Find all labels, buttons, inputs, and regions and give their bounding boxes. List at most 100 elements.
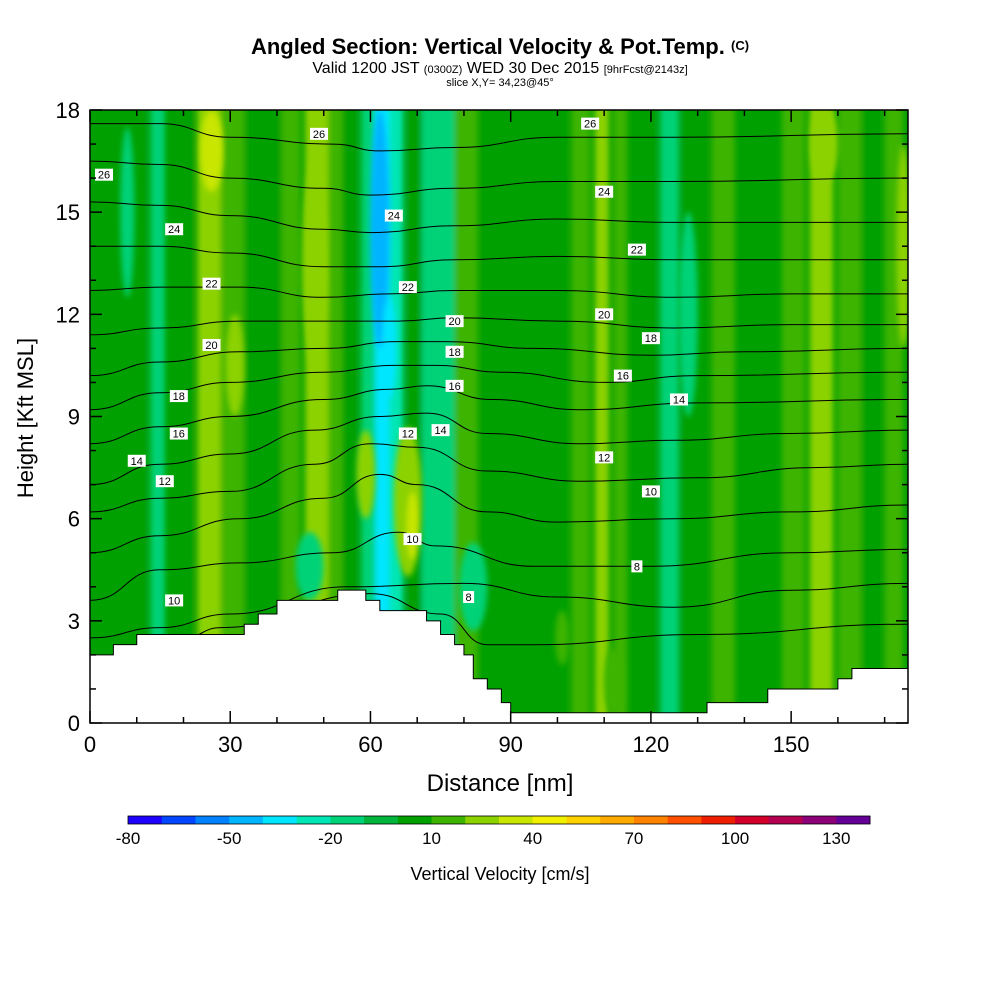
velocity-band: [861, 110, 880, 723]
colorbar-swatch: [499, 816, 534, 824]
contour-label-box: [155, 475, 174, 488]
contour-label: 20: [202, 338, 221, 352]
contour-label-box: [595, 185, 614, 198]
x-axis-label: Distance [nm]: [427, 770, 574, 797]
theta-contour: [90, 245, 908, 268]
y-tick-label: 18: [56, 98, 80, 123]
contour-label: 14: [431, 424, 450, 437]
contour-label-box: [445, 315, 464, 328]
colorbar-swatch: [836, 816, 871, 824]
contour-label-box: [165, 594, 184, 607]
contour-label-box: [169, 427, 188, 440]
velocity-cell: [356, 430, 376, 519]
contour-label-box: [202, 338, 221, 351]
y-axis-label: Height [Kft MSL]: [13, 338, 38, 498]
colorbar-swatch: [667, 816, 702, 824]
colorbar-tick-label: -80: [116, 829, 141, 848]
contour-label-text: 26: [584, 119, 596, 131]
contour-label-box: [384, 209, 403, 222]
contour-label-text: 20: [205, 340, 217, 352]
colorbar-swatch: [633, 816, 669, 824]
velocity-band: [342, 110, 357, 723]
velocity-cell: [555, 610, 570, 666]
contour-label: 18: [445, 345, 464, 359]
contour-label: 12: [595, 451, 614, 464]
colorbar-swatch: [330, 816, 365, 824]
colorbar-swatch: [735, 816, 770, 824]
contour-label-box: [445, 379, 464, 392]
velocity-cell: [302, 161, 327, 366]
colorbar-tick-label: 10: [422, 829, 441, 848]
velocity-band: [594, 110, 609, 723]
colorbar-label: Vertical Velocity [cm/s]: [410, 864, 589, 884]
contour-label-box: [595, 308, 614, 321]
velocity-band: [174, 110, 193, 723]
contour-label-text: 18: [448, 347, 460, 359]
contour-label: 18: [641, 332, 660, 345]
contour-label-text: 20: [598, 309, 610, 321]
velocity-cell: [406, 491, 419, 560]
contour-label-text: 26: [313, 129, 325, 141]
contour-label-text: 24: [168, 224, 180, 236]
contour-label: 10: [641, 485, 660, 498]
contour-label: 22: [398, 281, 417, 294]
contour-label-text: 16: [448, 381, 460, 393]
contour-label-text: 22: [402, 282, 414, 294]
contour-label: 26: [581, 117, 600, 131]
contour-label: 24: [165, 223, 184, 236]
colorbar-swatch: [532, 816, 567, 824]
contour-label-text: 16: [173, 429, 185, 441]
contour-label-text: 16: [617, 371, 629, 383]
slice-info: slice X,Y= 34,23@45°: [446, 77, 554, 89]
contour-label-text: 12: [402, 429, 414, 441]
contour-label-text: 20: [448, 316, 460, 328]
velocity-band: [543, 110, 567, 723]
contour-label-text: 24: [598, 187, 610, 199]
colorbar-tick-label: -50: [217, 829, 242, 848]
theta-contour: [90, 201, 908, 234]
velocity-band: [571, 110, 591, 723]
terrain-shape: [89, 589, 909, 724]
contour-label-box: [613, 369, 632, 382]
x-tick-label: 0: [84, 732, 96, 757]
valid-time: Valid 1200 JST: [312, 60, 420, 77]
utc-time: (0300Z): [423, 64, 463, 76]
theta-contour: [90, 443, 908, 513]
contour-label: 16: [445, 379, 464, 393]
velocity-cell: [199, 110, 224, 192]
contour-label-text: 26: [98, 170, 110, 182]
terrain-mask: [89, 589, 909, 724]
velocity-cell: [382, 297, 397, 400]
contour-label: 24: [384, 209, 403, 223]
contour-label-box: [127, 454, 146, 467]
velocity-cell: [809, 110, 838, 185]
contour-label-box: [398, 281, 417, 294]
colorbar-frame: [127, 815, 871, 825]
theta-contour: [90, 364, 908, 411]
contour-label: 20: [595, 308, 614, 321]
color-bar: -80 -50 -20 10 40 70 100 130: [116, 815, 871, 848]
velocity-band: [454, 110, 478, 723]
theta-contour: [90, 123, 908, 152]
colorbar-tick-label: 130: [822, 829, 850, 848]
velocity-band: [809, 110, 834, 723]
colorbar-swatch: [397, 816, 433, 824]
contour-label-box: [463, 590, 475, 603]
contour-label-box: [595, 451, 614, 464]
colorbar-tick-label: 40: [523, 829, 542, 848]
contour-label-box: [169, 390, 188, 403]
contour-label: 12: [398, 427, 417, 441]
contour-label-text: 22: [205, 279, 217, 291]
colorbar-swatch: [465, 816, 500, 824]
y-tick-label: 12: [56, 302, 80, 327]
contour-label-box: [445, 345, 464, 358]
y-tick-label: 6: [68, 507, 80, 532]
contour-label-box: [581, 117, 600, 130]
contour-label: 26: [95, 168, 114, 182]
colorbar-swatch: [802, 816, 837, 824]
x-tick-label: 120: [633, 732, 670, 757]
contour-label-text: 18: [173, 391, 185, 403]
velocity-cell: [370, 110, 390, 349]
contour-label-text: 14: [673, 394, 685, 406]
